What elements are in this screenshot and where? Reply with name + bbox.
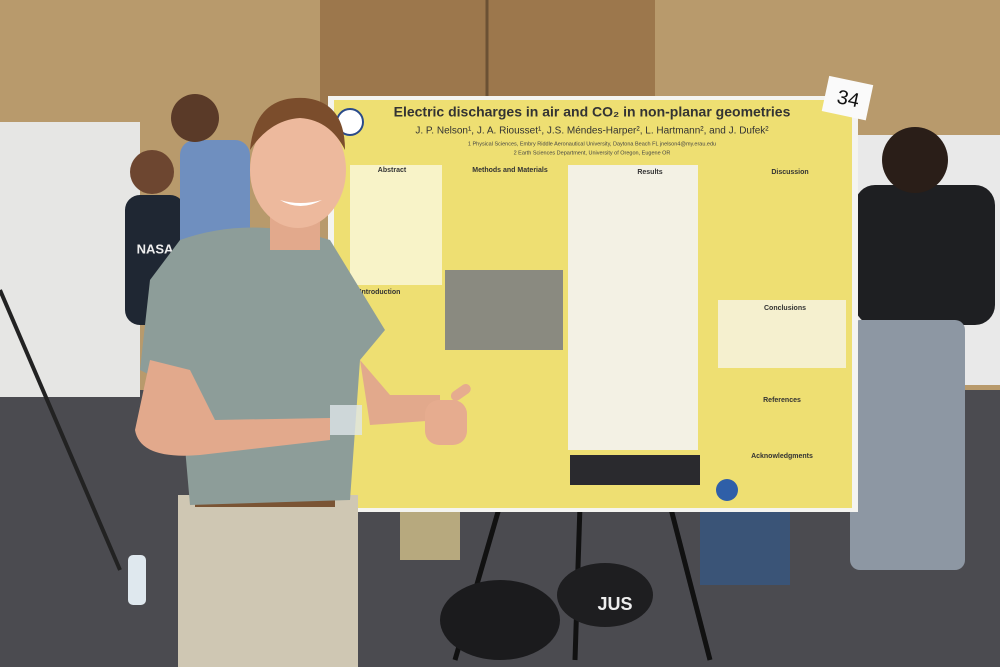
logo <box>716 479 738 501</box>
poster-affiliation: 1 Physical Sciences, Embry Riddle Aerona… <box>468 141 716 147</box>
thumb <box>450 383 471 401</box>
person-jeans <box>700 500 790 585</box>
poster-affiliation: 2 Earth Sciences Department, University … <box>514 150 671 156</box>
hand <box>425 400 467 445</box>
person-jeans <box>850 320 965 570</box>
section-heading: References <box>763 397 801 404</box>
number-card <box>821 75 874 121</box>
person-head <box>882 127 948 193</box>
section-heading: Acknowledgments <box>751 453 813 460</box>
section-heading: Abstract <box>378 167 407 174</box>
poster-panel <box>568 165 698 450</box>
section-heading: Results <box>637 169 662 176</box>
backpack <box>440 580 560 660</box>
easel-leg <box>667 504 713 661</box>
number-card-text: 34 <box>835 86 861 112</box>
bag-text: JUS <box>597 594 632 614</box>
bag <box>557 563 653 627</box>
cup <box>330 405 362 435</box>
person-head <box>171 94 219 142</box>
section-heading: Introduction <box>360 289 401 296</box>
hair <box>250 97 345 150</box>
pants <box>178 495 358 667</box>
easel-leg <box>0 289 122 571</box>
water-bottle <box>128 555 146 605</box>
person-shirt <box>855 185 995 325</box>
poster-title: Electric discharges in air and CO₂ in no… <box>394 104 791 120</box>
poster-photo <box>445 270 563 350</box>
smile <box>280 200 322 206</box>
whiteboard <box>0 122 140 397</box>
head <box>250 112 346 228</box>
person-head <box>130 150 174 194</box>
shirt-text: NASA <box>137 241 174 256</box>
section-heading: Methods and Materials <box>472 167 548 174</box>
section-heading: Discussion <box>771 169 808 176</box>
arm <box>135 360 330 456</box>
arm <box>360 360 440 425</box>
poster-panel <box>350 165 442 285</box>
poster-panel <box>718 300 846 368</box>
section-heading: Conclusions <box>764 305 806 312</box>
poster-authors: J. P. Nelson¹, J. A. Riousset¹, J.S. Mén… <box>415 126 769 137</box>
poster-photo <box>570 455 700 485</box>
